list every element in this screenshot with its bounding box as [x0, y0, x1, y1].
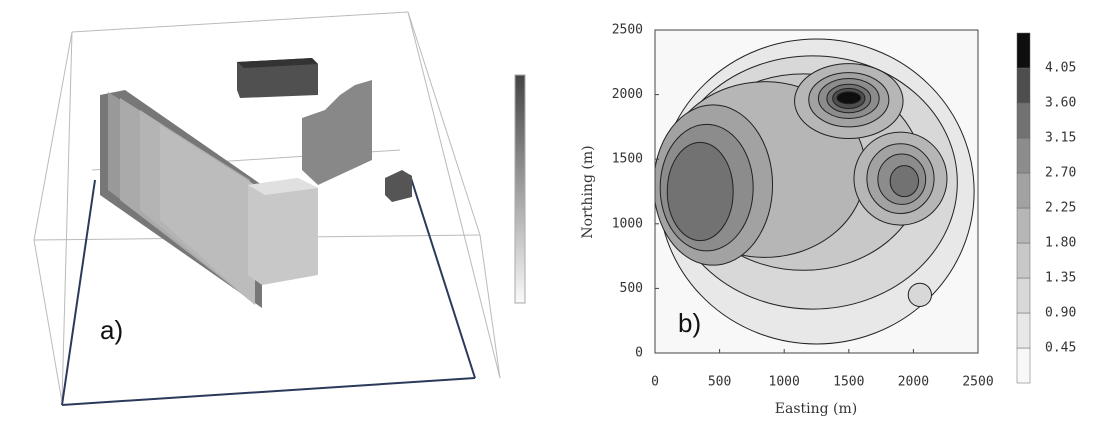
figure: a) Easting (m) Northing (m) b) 0 500 1000 1… — [0, 0, 1096, 421]
colorbar-label: 3.15 — [1045, 131, 1076, 146]
x-tick-label: 1000 — [769, 375, 800, 390]
x-tick-label: 2000 — [898, 375, 929, 390]
colorbar-label: 0.45 — [1045, 341, 1076, 356]
colorbar-band — [1017, 348, 1030, 383]
y-tick-label: 2500 — [612, 23, 643, 38]
colorbar-band — [1017, 243, 1030, 278]
colorbar-band — [1017, 103, 1030, 138]
y-tick-label: 2000 — [612, 87, 643, 102]
colorbar-band — [1017, 138, 1030, 173]
colorbar-label: 3.60 — [1045, 96, 1076, 111]
colorbar — [515, 75, 525, 303]
y-axis-label: Northing (m) — [580, 145, 596, 238]
colorbar-label: 1.35 — [1045, 271, 1076, 286]
y-tick-label: 500 — [620, 281, 643, 296]
colorbar-label: 4.05 — [1045, 61, 1076, 76]
colorbar-band — [1017, 278, 1030, 313]
colorbar-band — [1017, 68, 1030, 103]
colorbar-label: 2.25 — [1045, 201, 1076, 216]
colorbar-band — [1017, 33, 1030, 68]
x-tick-label: 2500 — [962, 375, 993, 390]
y-tick-label: 0 — [635, 346, 643, 361]
y-tick-label: 1500 — [612, 152, 643, 167]
contour-region — [667, 142, 733, 240]
x-axis-label: Easting (m) — [775, 401, 857, 417]
x-tick-label: 0 — [651, 375, 659, 390]
colorbar-label: 2.70 — [1045, 166, 1076, 181]
block-model-panel: a) — [34, 12, 525, 405]
contour-fills — [654, 30, 978, 353]
contour-region — [837, 92, 861, 104]
colorbar-band — [1017, 313, 1030, 348]
panel-label: b) — [678, 308, 701, 338]
contour-region — [890, 166, 918, 197]
x-tick-label: 1500 — [833, 375, 864, 390]
colorbar-band — [1017, 173, 1030, 208]
colorbar-band — [1017, 208, 1030, 243]
panel-label: a) — [100, 315, 123, 345]
colorbar-label: 0.90 — [1045, 306, 1076, 321]
x-tick-label: 500 — [708, 375, 731, 390]
y-tick-label: 1000 — [612, 216, 643, 231]
blocks — [100, 58, 412, 308]
contour-region — [908, 283, 931, 306]
colorbar-label: 1.80 — [1045, 236, 1076, 251]
